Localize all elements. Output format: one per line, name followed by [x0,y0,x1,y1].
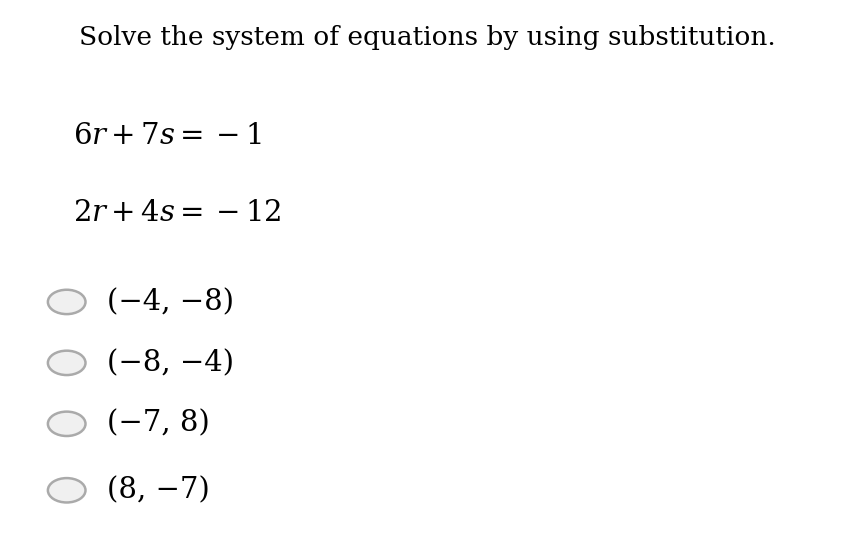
Text: (−4, −8): (−4, −8) [107,288,234,316]
Text: Solve the system of equations by using substitution.: Solve the system of equations by using s… [80,25,775,50]
Circle shape [48,478,86,502]
Circle shape [48,412,86,436]
Text: (8, −7): (8, −7) [107,476,209,504]
Circle shape [48,290,86,314]
Circle shape [48,351,86,375]
Text: $6r + 7s = -1$: $6r + 7s = -1$ [73,122,262,150]
Text: (−7, 8): (−7, 8) [107,410,209,438]
Text: $2r + 4s = -12$: $2r + 4s = -12$ [73,199,281,228]
Text: (−8, −4): (−8, −4) [107,349,234,377]
